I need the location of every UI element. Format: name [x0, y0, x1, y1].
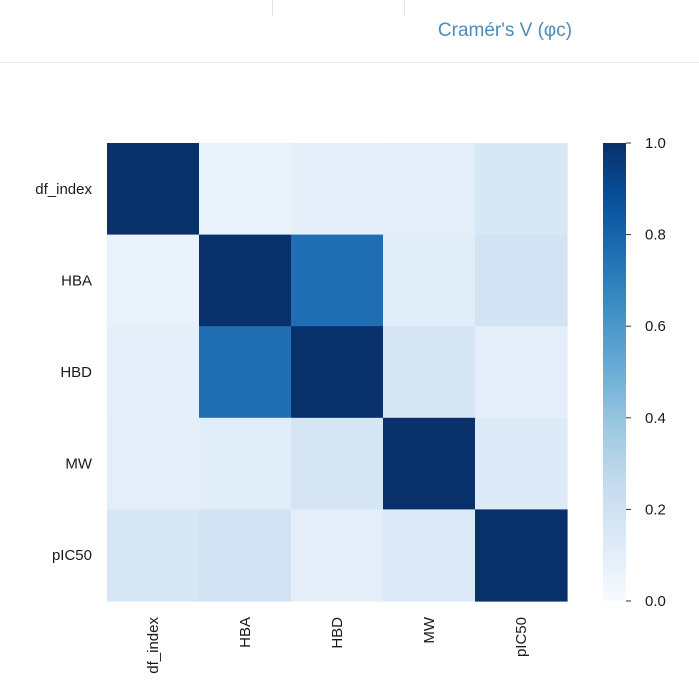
- heatmap-cell: [291, 326, 384, 419]
- heatmap-cell: [199, 509, 292, 602]
- heatmap-cell: [475, 509, 568, 602]
- colorbar-tick-label: 0.8: [645, 227, 666, 244]
- heatmap-cell: [199, 417, 292, 510]
- colorbar-tick-label: 1.0: [645, 135, 666, 152]
- y-tick-labels: df_index HBA HBD MW pIC50: [35, 181, 93, 564]
- heatmap-cell: [383, 509, 476, 602]
- tab-divider: [272, 0, 273, 16]
- heatmap-cell: [199, 326, 292, 419]
- y-tick-label: pIC50: [52, 547, 92, 564]
- heatmap-cell: [107, 143, 200, 236]
- y-tick-label: HBD: [60, 364, 92, 381]
- colorbar-tick-label: 0.0: [645, 593, 666, 610]
- heatmap-cell: [199, 143, 292, 236]
- colorbar-tick-label: 0.6: [645, 318, 666, 335]
- tab-cramers-v[interactable]: Cramér's V (φc): [437, 20, 573, 41]
- heatmap-cell: [107, 234, 200, 327]
- heatmap-cell: [291, 417, 384, 510]
- heatmap-cell: [107, 326, 200, 419]
- heatmap-cell: [383, 234, 476, 327]
- y-tick-label: HBA: [61, 272, 92, 289]
- heatmap-cell: [291, 143, 384, 236]
- x-tick-labels: df_index HBA HBD MW pIC50: [145, 616, 530, 674]
- heatmap-cell: [475, 417, 568, 510]
- x-tick-label: pIC50: [513, 617, 530, 657]
- x-tick-label: HBA: [237, 617, 254, 648]
- colorbar-tick-label: 0.4: [645, 410, 666, 427]
- heatmap-cell: [383, 143, 476, 236]
- colorbar-tick-label: 0.2: [645, 501, 666, 518]
- heatmap-cell: [475, 326, 568, 419]
- heatmap-cell: [107, 417, 200, 510]
- heatmap-cell: [475, 234, 568, 327]
- colorbar-ticks: 0.0 0.2 0.4 0.6 0.8 1.0: [626, 135, 666, 610]
- tab-divider: [404, 0, 405, 16]
- heatmap-cell: [383, 417, 476, 510]
- heatmap-cell: [475, 143, 568, 236]
- x-tick-label: HBD: [329, 617, 346, 649]
- y-tick-label: MW: [65, 456, 92, 473]
- x-tick-label: MW: [421, 616, 438, 643]
- heatmap-cell: [291, 234, 384, 327]
- y-tick-label: df_index: [35, 181, 92, 198]
- heatmap-cell: [383, 326, 476, 419]
- heatmap-cell: [199, 234, 292, 327]
- colorbar: [603, 143, 626, 601]
- heatmap-cells: [107, 143, 568, 602]
- heatmap-cell: [291, 509, 384, 602]
- x-tick-label: df_index: [145, 617, 162, 674]
- heatmap-cell: [107, 509, 200, 602]
- tab-bar: Cramér's V (φc): [0, 0, 699, 63]
